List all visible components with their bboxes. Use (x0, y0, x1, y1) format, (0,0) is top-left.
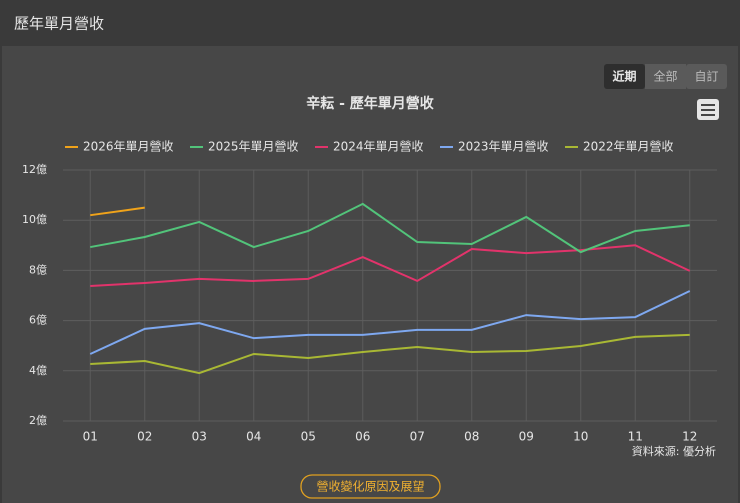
series-line (90, 202, 690, 254)
series-line (90, 333, 690, 375)
y-tick-label: 2億 (29, 414, 47, 427)
header-bar (0, 0, 740, 46)
legend-label: 2026年單月營收 (83, 140, 174, 154)
x-tick-label: 09 (519, 430, 534, 444)
y-tick-label: 4億 (29, 364, 47, 377)
x-tick-label: 04 (246, 430, 261, 444)
legend-label: 2024年單月營收 (333, 140, 424, 154)
x-tick-label: 03 (192, 430, 207, 444)
y-tick-label: 6億 (29, 314, 47, 327)
x-tick-label: 01 (83, 430, 98, 444)
x-tick-label: 05 (301, 430, 316, 444)
header-title: 歷年單月營收 (14, 15, 104, 33)
x-tick-label: 02 (137, 430, 152, 444)
panel (2, 46, 738, 503)
range-button[interactable] (604, 64, 645, 89)
range-label: 近期 (612, 69, 636, 84)
range-label: 全部 (653, 69, 677, 84)
legend-label: 2025年單月營收 (208, 140, 299, 154)
x-tick-label: 07 (410, 430, 425, 444)
y-tick-label: 8億 (29, 263, 47, 276)
menu-button[interactable] (697, 99, 719, 120)
x-tick-label: 06 (355, 430, 370, 444)
chart-title: 辛耘 - 歷年單月營收 (306, 95, 435, 112)
y-tick-label: 12億 (22, 163, 47, 176)
x-tick-label: 10 (573, 430, 588, 444)
footer-button-label: 營收變化原因及展望 (316, 479, 424, 494)
source-note: 資料來源: 優分析 (632, 444, 716, 458)
menu-line (701, 109, 715, 111)
menu-line (701, 114, 715, 116)
x-tick-label: 08 (464, 430, 479, 444)
range-selector: 近期 全部 自訂 (604, 64, 727, 89)
range-label: 自訂 (694, 69, 718, 84)
series-line (89, 290, 691, 355)
range-button[interactable] (686, 64, 727, 89)
footer-button[interactable] (300, 474, 441, 499)
y-tick-label: 10億 (22, 213, 47, 226)
legend-label: 2023年單月營收 (458, 140, 549, 154)
menu-line (701, 104, 715, 106)
range-button[interactable] (645, 64, 686, 89)
x-tick-label: 12 (682, 430, 697, 444)
x-tick-label: 11 (628, 430, 643, 444)
series-line (90, 206, 145, 217)
legend-label: 2022年單月營收 (583, 140, 674, 154)
